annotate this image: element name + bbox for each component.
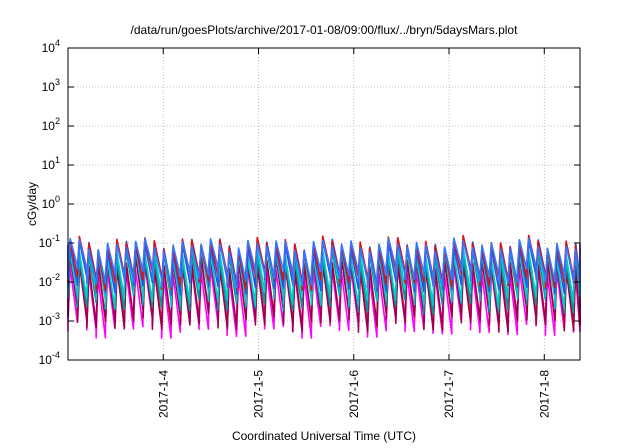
y-tick-label: 10-1 <box>39 233 60 250</box>
series-line <box>67 237 581 289</box>
x-tick-label: 2017-1-4 <box>156 370 170 418</box>
series-group <box>67 234 581 339</box>
chart-title: /data/run/goesPlots/archive/2017-01-08/0… <box>131 23 519 37</box>
y-tick-label: 101 <box>42 155 60 172</box>
y-tick-label: 103 <box>42 77 60 94</box>
y-tick-label: 10-2 <box>39 272 60 289</box>
y-tick-label: 100 <box>42 194 60 211</box>
x-axis-ticks: 2017-1-4 2017-1-5 2017-1-6 2017-1-7 2017-1-8 <box>156 48 551 418</box>
y-tick-label: 10-4 <box>39 350 60 367</box>
y-tick-label: 10-3 <box>39 311 60 328</box>
x-tick-label: 2017-1-8 <box>537 370 551 418</box>
x-tick-label: 2017-1-6 <box>347 370 361 418</box>
y-axis-label: cGy/day <box>25 182 39 226</box>
y-tick-label: 104 <box>42 38 60 55</box>
x-tick-label: 2017-1-7 <box>442 370 456 418</box>
x-axis-label: Coordinated Universal Time (UTC) <box>232 429 416 443</box>
grid <box>68 48 580 360</box>
x-tick-label: 2017-1-5 <box>252 370 266 418</box>
y-tick-label: 102 <box>42 116 60 133</box>
